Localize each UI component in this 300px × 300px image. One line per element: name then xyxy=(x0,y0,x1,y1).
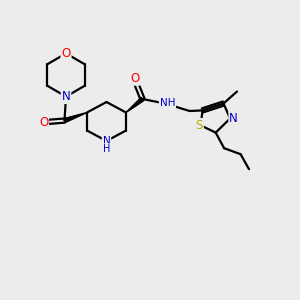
Text: O: O xyxy=(39,116,48,129)
Text: N: N xyxy=(61,90,70,103)
Polygon shape xyxy=(64,112,87,123)
Text: S: S xyxy=(196,119,203,132)
Text: H: H xyxy=(103,144,110,154)
Text: O: O xyxy=(130,72,140,85)
Text: NH: NH xyxy=(160,98,175,109)
Polygon shape xyxy=(126,98,144,112)
Text: N: N xyxy=(229,112,238,125)
Text: O: O xyxy=(61,47,70,60)
Text: N: N xyxy=(103,136,110,146)
